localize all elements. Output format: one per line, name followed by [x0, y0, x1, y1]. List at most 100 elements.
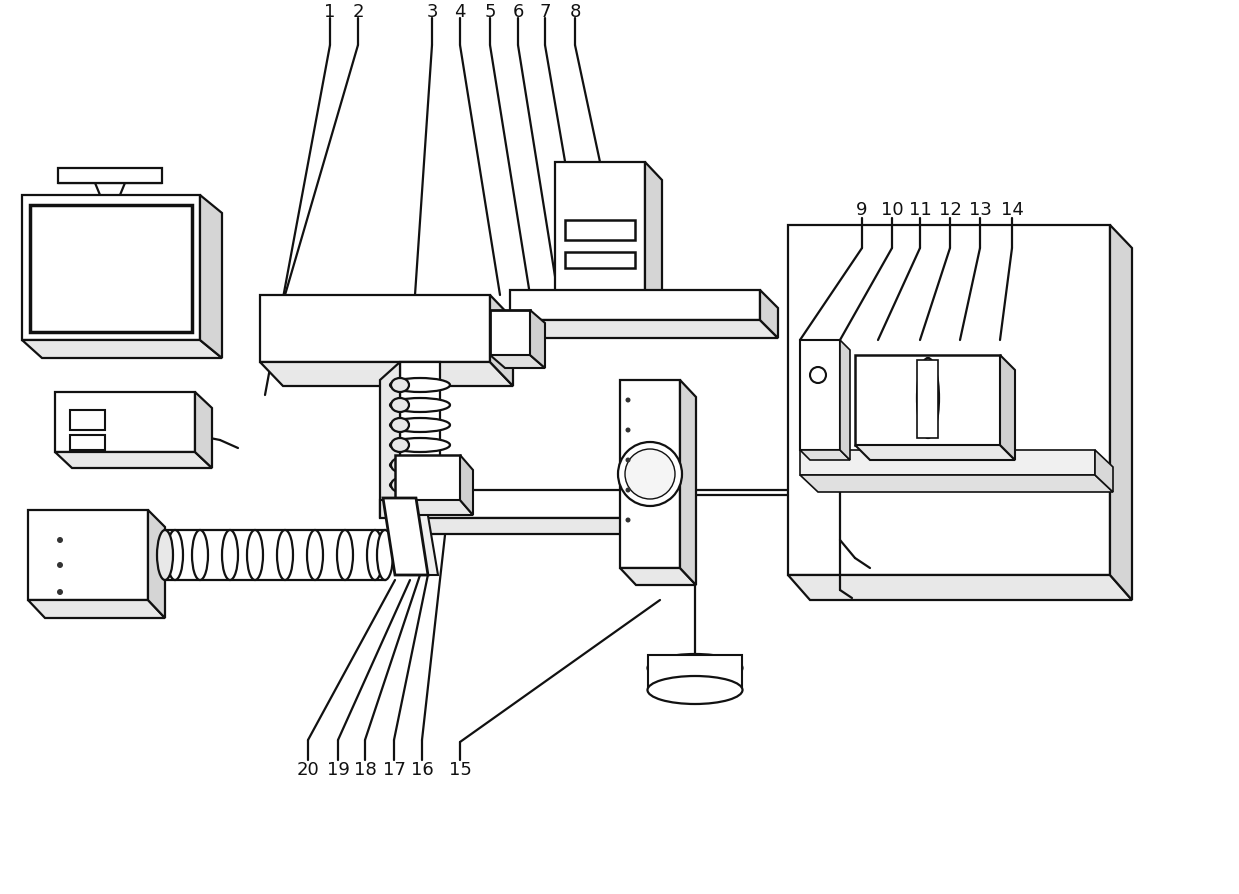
Polygon shape: [489, 295, 513, 386]
Polygon shape: [55, 452, 212, 468]
Circle shape: [618, 442, 681, 506]
Polygon shape: [1095, 450, 1113, 492]
Ellipse shape: [192, 530, 208, 580]
Polygon shape: [760, 290, 778, 338]
Ellipse shape: [167, 530, 183, 580]
Ellipse shape: [222, 530, 238, 580]
Circle shape: [626, 398, 631, 402]
Circle shape: [624, 449, 675, 499]
Text: 8: 8: [569, 3, 581, 21]
Text: 16: 16: [410, 761, 434, 779]
Text: 17: 17: [383, 761, 405, 779]
Polygon shape: [800, 475, 1113, 492]
Polygon shape: [620, 380, 680, 568]
Polygon shape: [199, 195, 222, 358]
Polygon shape: [395, 500, 473, 515]
Polygon shape: [855, 445, 1015, 460]
Polygon shape: [460, 455, 473, 515]
Polygon shape: [660, 490, 678, 534]
Polygon shape: [510, 320, 778, 338]
Polygon shape: [1000, 355, 1015, 460]
Text: 14: 14: [1001, 201, 1023, 219]
Polygon shape: [788, 575, 1132, 600]
Ellipse shape: [390, 378, 450, 392]
Polygon shape: [260, 362, 513, 386]
Ellipse shape: [390, 418, 450, 432]
Ellipse shape: [278, 530, 292, 580]
Polygon shape: [400, 362, 440, 500]
Polygon shape: [147, 510, 165, 618]
Ellipse shape: [390, 458, 450, 472]
Polygon shape: [383, 498, 427, 575]
Polygon shape: [58, 175, 162, 183]
Ellipse shape: [392, 478, 409, 492]
Text: 3: 3: [426, 3, 437, 21]
Polygon shape: [55, 392, 195, 452]
Ellipse shape: [367, 530, 383, 580]
Ellipse shape: [157, 530, 173, 580]
Ellipse shape: [247, 530, 263, 580]
Text: 19: 19: [327, 761, 349, 779]
Polygon shape: [489, 355, 545, 368]
Circle shape: [57, 589, 63, 595]
Ellipse shape: [648, 676, 742, 704]
Ellipse shape: [392, 458, 409, 472]
Polygon shape: [800, 450, 850, 460]
Text: 13: 13: [969, 201, 991, 219]
Polygon shape: [620, 568, 696, 585]
Polygon shape: [565, 252, 636, 268]
Text: 11: 11: [908, 201, 932, 219]
Text: 12: 12: [939, 201, 961, 219]
Text: 18: 18: [353, 761, 377, 779]
Polygon shape: [30, 205, 192, 332]
Text: 20: 20: [296, 761, 320, 779]
Polygon shape: [69, 435, 105, 450]
Polygon shape: [28, 510, 147, 600]
Polygon shape: [489, 310, 530, 355]
Circle shape: [810, 367, 826, 383]
Text: 9: 9: [856, 201, 867, 219]
Polygon shape: [530, 310, 545, 368]
Text: 5: 5: [484, 3, 496, 21]
Polygon shape: [380, 362, 400, 518]
Text: 2: 2: [352, 3, 364, 21]
Polygon shape: [395, 498, 439, 575]
Text: 6: 6: [512, 3, 524, 21]
Circle shape: [626, 518, 631, 522]
Polygon shape: [22, 195, 199, 340]
Circle shape: [57, 537, 63, 543]
Polygon shape: [565, 220, 636, 240]
Polygon shape: [260, 295, 489, 362]
Ellipse shape: [392, 398, 409, 412]
Polygon shape: [800, 340, 840, 450]
Text: 15: 15: [449, 761, 471, 779]
Circle shape: [626, 487, 631, 493]
Text: 7: 7: [539, 3, 551, 21]
Text: 1: 1: [325, 3, 336, 21]
Polygon shape: [58, 168, 162, 183]
Polygon shape: [380, 500, 460, 518]
Text: 10: 10: [881, 201, 903, 219]
Ellipse shape: [390, 398, 450, 412]
Polygon shape: [648, 655, 742, 690]
Polygon shape: [165, 530, 385, 580]
Polygon shape: [840, 340, 850, 460]
Ellipse shape: [648, 654, 742, 682]
Ellipse shape: [390, 438, 450, 452]
Polygon shape: [28, 600, 165, 618]
Circle shape: [626, 427, 631, 433]
Text: 4: 4: [455, 3, 466, 21]
Polygon shape: [555, 310, 662, 328]
Polygon shape: [646, 162, 662, 328]
Polygon shape: [855, 355, 1000, 445]
Ellipse shape: [390, 478, 450, 492]
Ellipse shape: [392, 378, 409, 392]
Polygon shape: [410, 518, 678, 534]
Ellipse shape: [392, 438, 409, 452]
Polygon shape: [38, 212, 185, 325]
Polygon shape: [680, 380, 696, 585]
Ellipse shape: [337, 530, 353, 580]
Ellipse shape: [392, 418, 409, 432]
Circle shape: [57, 562, 63, 568]
Polygon shape: [69, 410, 105, 430]
